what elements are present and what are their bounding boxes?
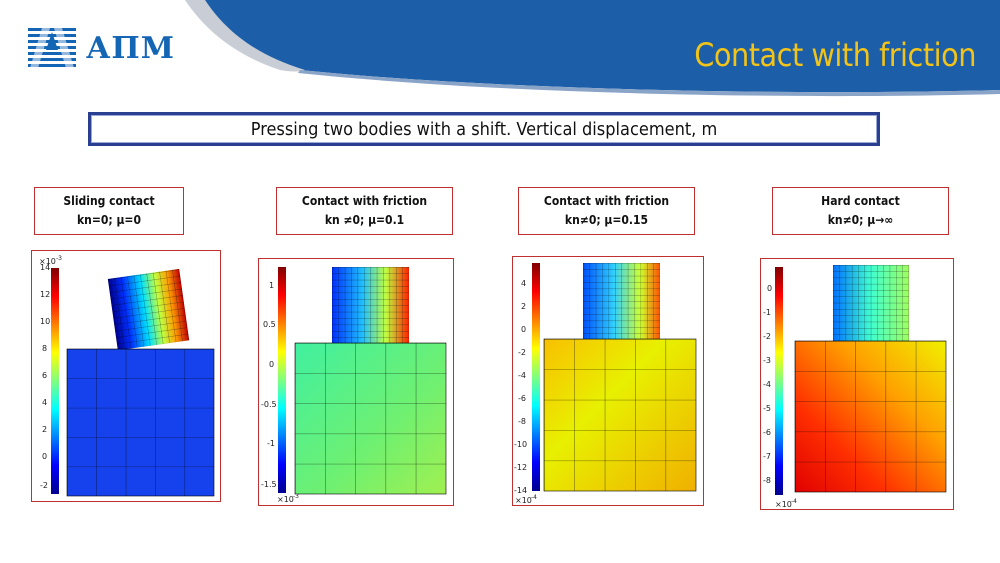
svg-text:8: 8 [42,344,47,353]
plot-friction-01: 1 0.5 0 -0.5 -1 -1.5 ×10 -3 [258,258,454,506]
colorbar-ticks: 14 12 10 8 6 4 2 0 -2 [40,263,50,490]
svg-text:-7: -7 [763,452,771,461]
upper-block [107,268,190,351]
colorbar-ticks: 1 0.5 0 -0.5 -1 -1.5 [261,281,277,489]
case-title: Contact with friction [543,194,670,208]
company-logo: АПМ [28,28,175,68]
case-label-sliding: Sliding contact kn=0; μ=0 [34,187,184,235]
svg-text:-8: -8 [518,417,526,426]
svg-text:4: 4 [42,398,47,407]
svg-text:-6: -6 [763,428,771,437]
svg-text:-10: -10 [514,440,527,449]
svg-text:-12: -12 [514,463,527,472]
svg-text:-6: -6 [518,394,526,403]
lower-block [543,338,697,492]
svg-text:×10: ×10 [515,496,532,505]
plot-friction-015: 4 2 0 -2 -4 -6 -8 -10 -12 -14 ×10 -4 [512,256,704,506]
case-title: Hard contact [821,194,900,208]
svg-text:-2: -2 [40,481,48,490]
svg-text:-3: -3 [293,493,299,500]
colorbar [532,263,540,491]
svg-text:0: 0 [42,452,47,461]
svg-text:-3: -3 [56,255,62,262]
svg-text:2: 2 [521,302,526,311]
plot-sliding: ×10 -3 14 12 10 8 6 4 2 0 -2 [31,250,221,502]
svg-text:-4: -4 [518,371,526,380]
colorbar-ticks: 4 2 0 -2 -4 -6 -8 -10 -12 -14 [514,279,527,495]
svg-text:-4: -4 [763,380,771,389]
svg-text:-4: -4 [791,498,797,505]
svg-text:-2: -2 [518,348,526,357]
svg-text:12: 12 [40,290,50,299]
upper-block [332,267,409,343]
svg-text:-1.5: -1.5 [261,480,277,489]
upper-block [833,265,909,341]
case-params: kn≠0; μ→∞ [827,213,894,227]
logo-mark-icon [28,28,76,68]
case-params: kn ≠0; μ=0.1 [324,213,405,227]
colorbar [278,267,286,493]
svg-text:-1: -1 [267,439,275,448]
lower-block [66,348,215,497]
case-title: Sliding contact [63,194,155,208]
svg-text:×10: ×10 [775,500,792,509]
logo-text: АПМ [86,30,175,66]
svg-text:-4: -4 [531,494,537,501]
svg-text:-1: -1 [763,308,771,317]
svg-text:-14: -14 [514,486,527,495]
svg-text:0: 0 [269,360,274,369]
svg-text:×10: ×10 [277,495,294,504]
svg-text:×10: ×10 [39,257,56,266]
svg-text:-8: -8 [763,476,771,485]
lower-block [794,340,947,493]
svg-text:10: 10 [40,317,50,326]
slide-title: Contact with friction [694,36,976,74]
case-label-hard: Hard contact kn≠0; μ→∞ [772,187,949,235]
case-params: kn=0; μ=0 [76,213,141,227]
case-params: kn≠0; μ=0.15 [564,213,649,227]
svg-text:-5: -5 [763,404,771,413]
subtitle-box: Pressing two bodies with a shift. Vertic… [88,112,880,146]
plot-hard: 0 -1 -2 -3 -4 -5 -6 -7 -8 ×10 -4 [760,258,954,510]
colorbar-ticks: 0 -1 -2 -3 -4 -5 -6 -7 -8 [763,284,772,485]
svg-text:-0.5: -0.5 [261,400,277,409]
header-band [185,0,1000,97]
upper-block [583,263,660,339]
svg-text:6: 6 [42,371,47,380]
svg-text:-2: -2 [763,332,771,341]
case-title: Contact with friction [301,194,428,208]
svg-text:1: 1 [269,281,274,290]
svg-text:2: 2 [42,425,47,434]
lower-block [294,342,447,495]
subtitle-text: Pressing two bodies with a shift. Vertic… [250,118,718,140]
colorbar [51,268,59,494]
svg-text:0: 0 [767,284,772,293]
svg-text:14: 14 [40,263,50,272]
svg-text:0.5: 0.5 [263,320,276,329]
svg-text:4: 4 [521,279,526,288]
case-label-friction-015: Contact with friction kn≠0; μ=0.15 [518,187,695,235]
svg-text:-3: -3 [763,356,771,365]
svg-text:0: 0 [521,325,526,334]
case-label-friction-01: Contact with friction kn ≠0; μ=0.1 [276,187,453,235]
colorbar [775,267,783,495]
